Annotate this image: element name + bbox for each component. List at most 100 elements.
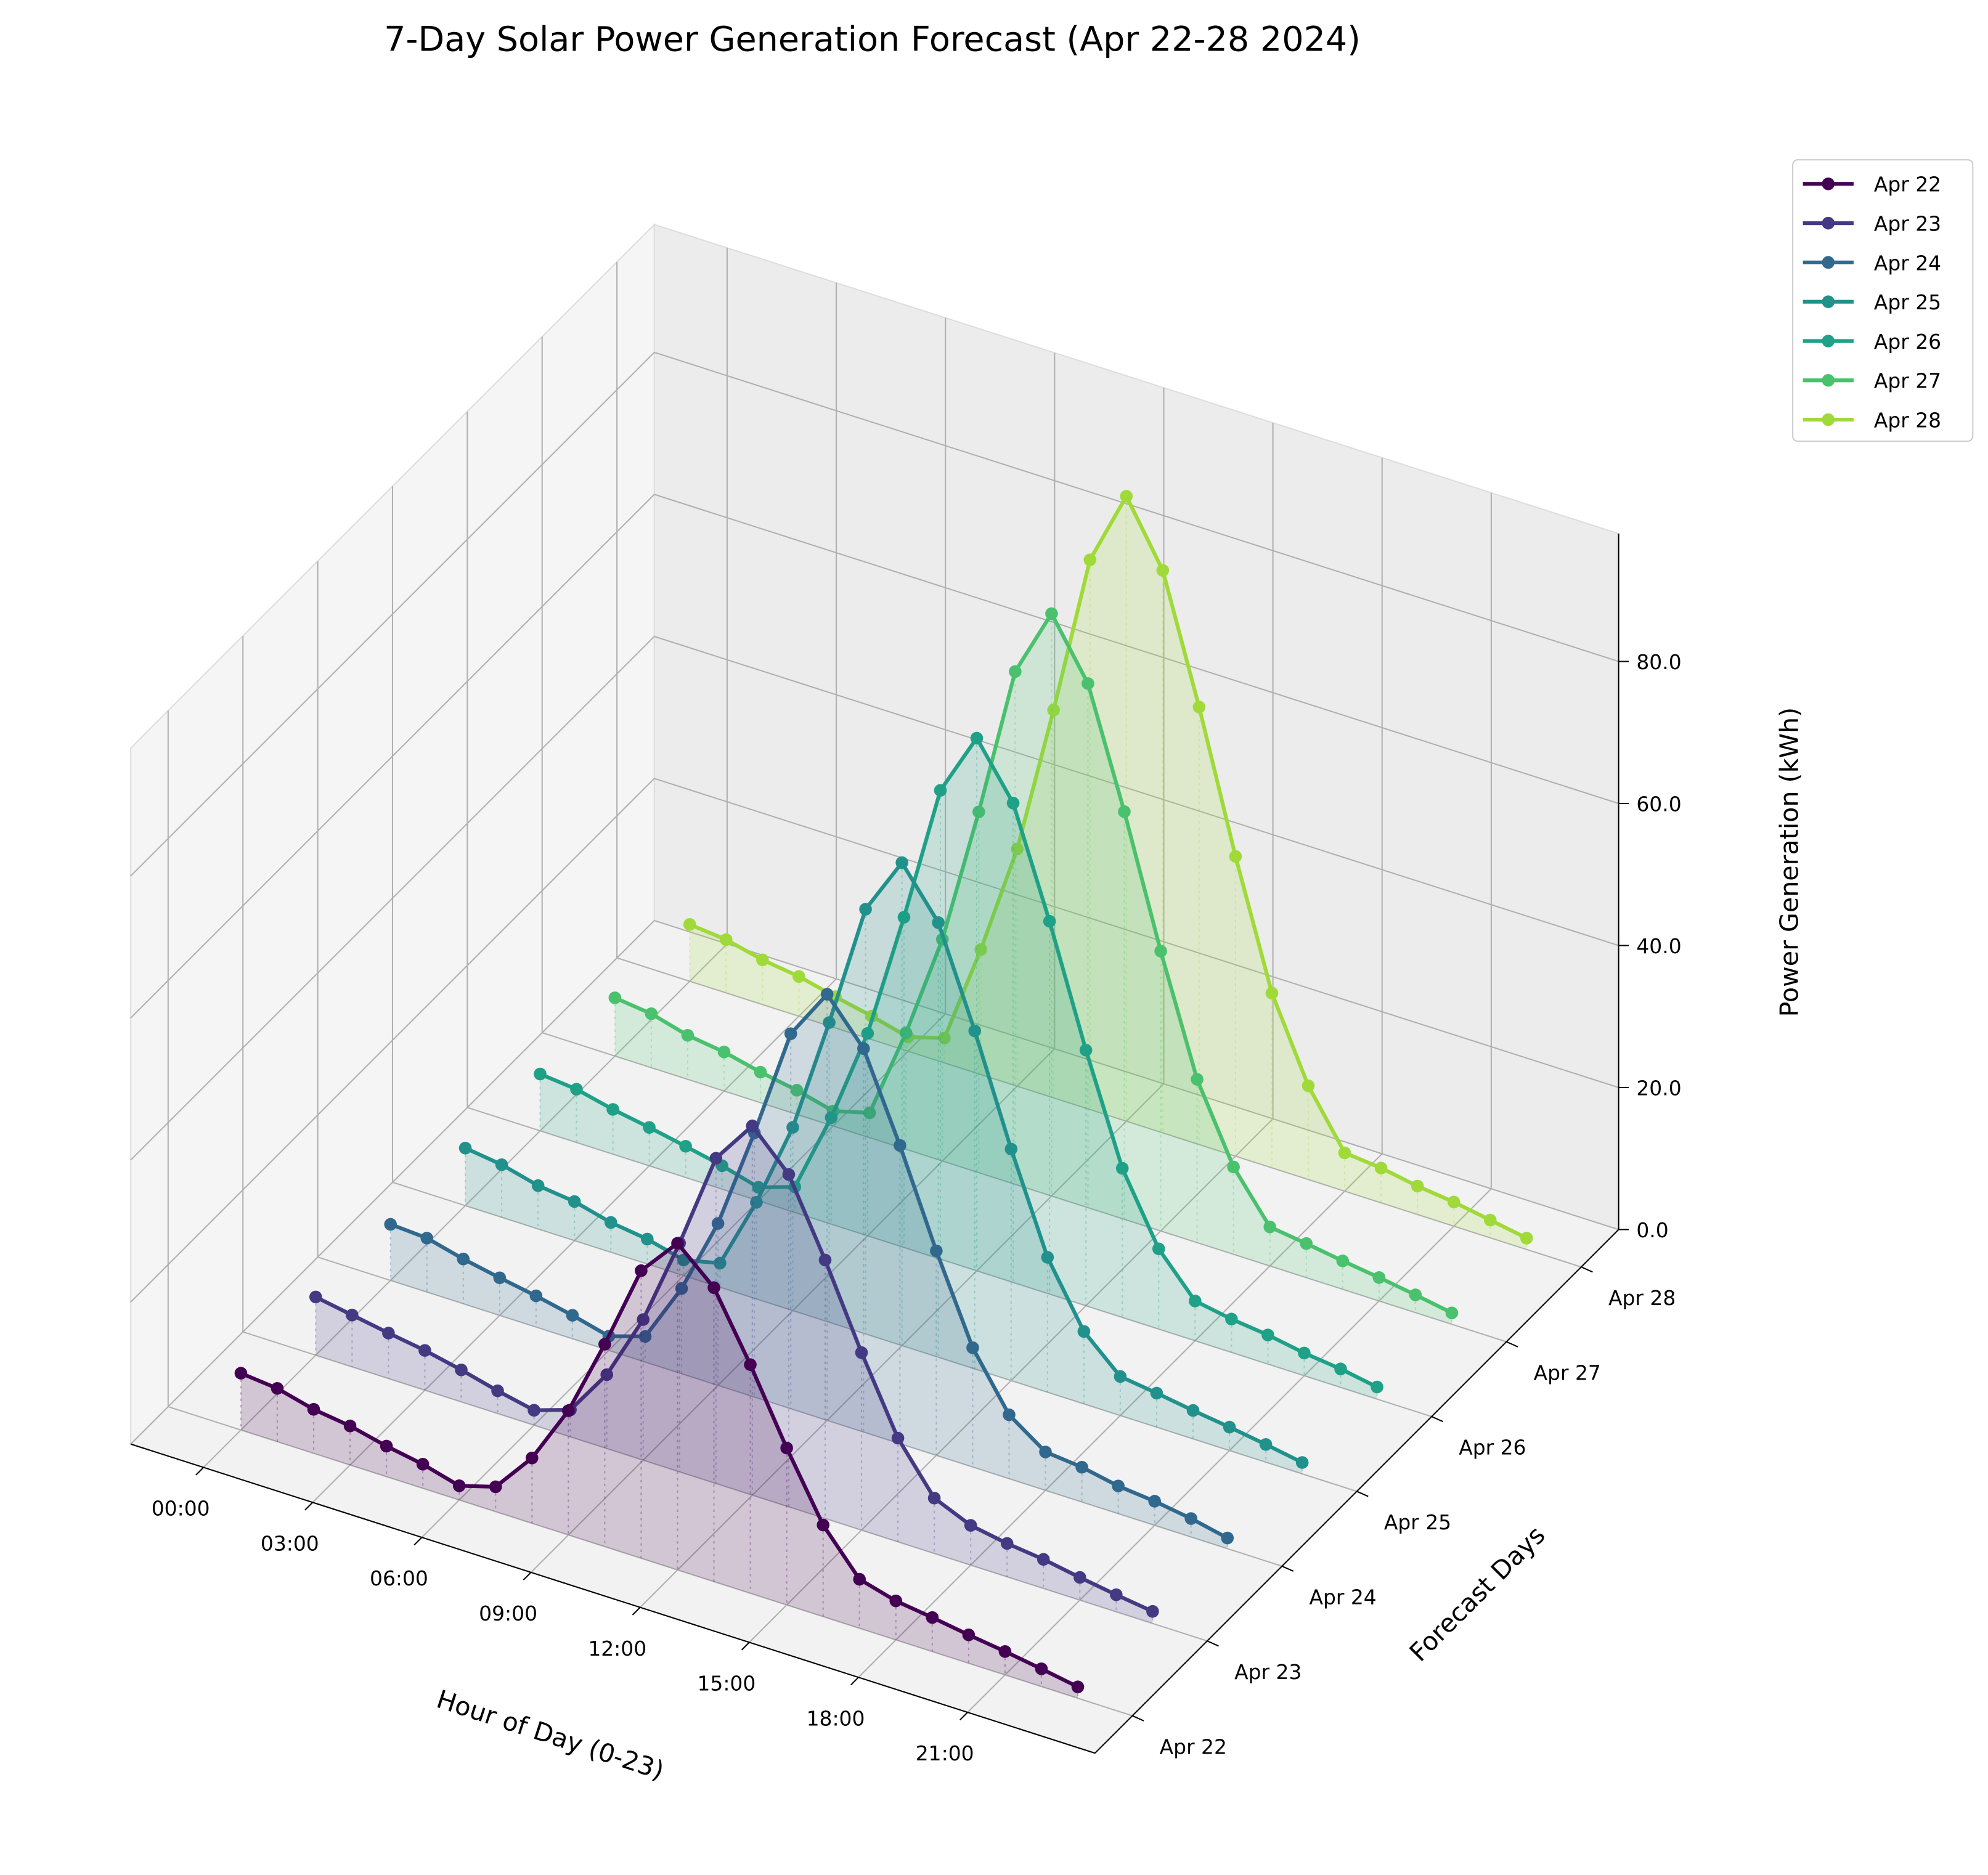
y-axis-label: Forecast Days xyxy=(1404,1520,1551,1667)
data-point xyxy=(1009,665,1022,678)
data-point xyxy=(792,970,805,983)
x-tick-label: 18:00 xyxy=(807,1706,865,1730)
data-point xyxy=(1073,1571,1086,1584)
data-point xyxy=(1411,1179,1424,1193)
series-line xyxy=(614,611,1453,1315)
data-point xyxy=(1186,1404,1200,1417)
data-point xyxy=(962,1628,976,1641)
data-point xyxy=(889,1594,903,1608)
series-line xyxy=(539,736,1378,1389)
data-point xyxy=(825,1111,838,1125)
grid-line xyxy=(168,1405,1133,1717)
data-point xyxy=(309,1290,322,1304)
data-point xyxy=(1520,1232,1533,1245)
legend-label: Apr 24 xyxy=(1874,251,1941,275)
legend-marker xyxy=(1822,177,1835,190)
area-fill xyxy=(316,1126,1153,1624)
data-point xyxy=(529,1289,543,1303)
grid-line xyxy=(130,778,655,1303)
data-point xyxy=(899,1026,913,1039)
x-tick xyxy=(850,1677,859,1686)
data-point xyxy=(859,903,872,916)
data-point xyxy=(1221,1531,1234,1545)
data-point xyxy=(1006,797,1020,810)
data-point xyxy=(531,1179,545,1192)
data-point xyxy=(974,943,987,956)
legend-marker xyxy=(1822,216,1835,230)
data-point xyxy=(966,1341,979,1354)
data-point xyxy=(671,1237,684,1250)
data-point xyxy=(820,988,834,1001)
x-tick xyxy=(304,1502,314,1511)
data-point xyxy=(853,1572,866,1586)
data-point xyxy=(930,1244,943,1258)
z-tick-label: 0.0 xyxy=(1636,1218,1668,1242)
data-point xyxy=(562,1404,575,1417)
legend-marker xyxy=(1822,373,1835,387)
y-tick xyxy=(1132,1715,1144,1722)
area-fill xyxy=(465,863,1303,1474)
data-point xyxy=(234,1367,248,1380)
series-line xyxy=(314,1124,1154,1614)
data-point xyxy=(418,1344,431,1357)
legend-label: Apr 28 xyxy=(1874,408,1941,432)
data-point xyxy=(528,1404,540,1417)
legend-marker xyxy=(1822,413,1835,426)
data-point xyxy=(493,1271,507,1285)
data-point xyxy=(1043,914,1056,928)
data-point xyxy=(934,784,947,797)
data-point xyxy=(897,911,911,924)
data-point xyxy=(641,1232,654,1246)
grid-line xyxy=(616,957,1582,1268)
legend-marker xyxy=(1822,256,1835,269)
area-fill xyxy=(240,1243,1078,1699)
data-point xyxy=(525,1451,539,1465)
data-point xyxy=(823,1016,836,1029)
data-point xyxy=(964,1519,977,1532)
series-line xyxy=(240,1241,1079,1689)
data-point xyxy=(1192,701,1206,714)
y-tick-label: Apr 25 xyxy=(1384,1510,1451,1534)
legend-label: Apr 26 xyxy=(1874,330,1941,354)
data-point xyxy=(1041,1251,1054,1264)
z-tick-label: 40.0 xyxy=(1636,934,1681,958)
data-point xyxy=(1374,1161,1388,1174)
data-point xyxy=(643,1121,656,1134)
data-point xyxy=(932,916,945,929)
y-tick-label: Apr 24 xyxy=(1309,1585,1376,1609)
data-point xyxy=(895,856,908,869)
data-point xyxy=(606,1103,619,1116)
data-point xyxy=(1082,677,1094,690)
z-tick-label: 60.0 xyxy=(1636,792,1681,816)
data-point xyxy=(681,1028,695,1042)
data-point xyxy=(600,1368,613,1381)
data-point xyxy=(1011,842,1024,856)
data-point xyxy=(604,1216,617,1229)
data-point xyxy=(756,953,769,967)
x-tick-label: 00:00 xyxy=(152,1497,210,1521)
data-point xyxy=(1148,1495,1161,1508)
data-point xyxy=(1225,1312,1238,1326)
area-fill xyxy=(390,994,1228,1549)
data-point xyxy=(1004,1142,1018,1156)
data-point xyxy=(1338,1146,1351,1160)
data-point xyxy=(598,1338,611,1351)
data-point xyxy=(1259,1438,1273,1451)
data-point xyxy=(1077,1325,1091,1338)
data-point xyxy=(1035,1662,1048,1675)
data-point xyxy=(818,1253,832,1267)
y-tick-label: Apr 23 xyxy=(1234,1660,1302,1684)
data-point xyxy=(968,1024,982,1038)
y-tick-label: Apr 22 xyxy=(1160,1735,1227,1759)
z-tick-label: 20.0 xyxy=(1636,1076,1681,1100)
data-point xyxy=(938,1031,951,1044)
data-point xyxy=(717,1045,731,1059)
x-tick-label: 12:00 xyxy=(588,1637,646,1661)
grid-line xyxy=(654,351,1619,662)
z-tick-label: 80.0 xyxy=(1636,650,1681,674)
data-point xyxy=(384,1218,397,1231)
data-point xyxy=(1118,805,1131,818)
data-point xyxy=(1039,1446,1052,1458)
grid-line xyxy=(654,919,1619,1230)
